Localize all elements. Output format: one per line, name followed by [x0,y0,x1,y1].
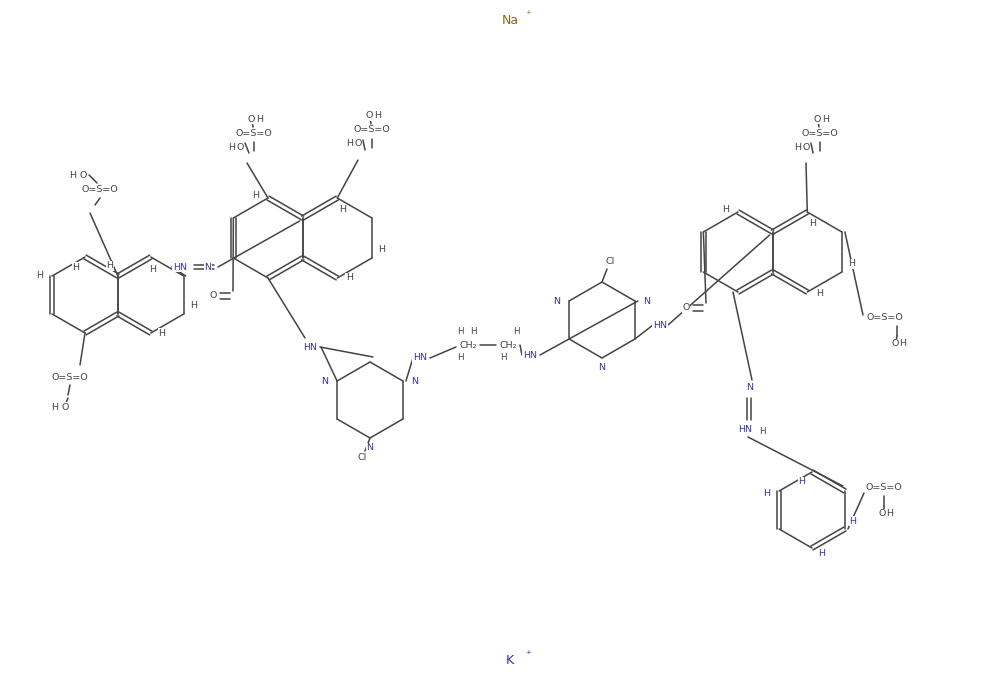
Text: HN: HN [413,353,427,363]
Text: H: H [470,327,476,336]
Text: H: H [759,428,765,436]
Text: N: N [746,383,754,393]
Text: H: H [149,265,156,273]
Text: O: O [354,140,362,149]
Text: H: H [513,327,519,336]
Text: O: O [247,115,255,123]
Text: H: H [72,263,80,271]
Text: H: H [256,115,264,123]
Text: H: H [190,301,197,310]
Text: Cl: Cl [357,454,367,462]
Text: Cl: Cl [605,258,615,267]
Text: H: H [346,273,353,282]
Text: O=S=O: O=S=O [354,125,390,134]
Text: HN: HN [173,263,187,271]
Text: H: H [764,488,771,497]
Text: H: H [37,271,44,280]
Text: O: O [802,143,810,151]
Text: N: N [411,376,418,385]
Text: O: O [813,115,821,123]
Text: H: H [106,261,113,271]
Text: Na: Na [501,14,519,27]
Text: H: H [252,192,260,201]
Text: H: H [849,516,856,526]
Text: H: H [818,548,826,557]
Text: N: N [643,297,650,306]
Text: H: H [339,205,346,215]
Text: H: H [457,327,463,336]
Text: N: N [554,297,561,306]
Text: H: H [822,115,830,123]
Text: H: H [809,220,816,228]
Text: O=S=O: O=S=O [82,186,118,194]
Text: CH₂: CH₂ [499,340,517,349]
Text: O=S=O: O=S=O [866,484,902,492]
Text: H: H [816,289,823,299]
Text: O: O [61,402,69,411]
Text: O=S=O: O=S=O [867,314,903,323]
Text: O=S=O: O=S=O [52,372,88,381]
Text: H: H [722,205,730,213]
Text: O: O [209,291,217,301]
Text: N: N [322,376,329,385]
Text: H: H [70,170,76,179]
Text: CH₂: CH₂ [459,340,477,349]
Text: K: K [506,653,514,666]
Text: N: N [366,443,374,452]
Text: H: H [794,143,802,151]
Text: HN: HN [523,351,537,359]
Text: ⁺: ⁺ [525,10,531,20]
Text: N: N [598,364,606,372]
Text: H: H [374,111,382,121]
Text: H: H [158,329,165,338]
Text: H: H [887,509,894,518]
Text: H: H [347,140,354,149]
Text: O: O [878,509,886,518]
Text: H: H [848,259,855,269]
Text: H: H [378,246,385,254]
Text: N: N [205,263,212,271]
Text: H: H [500,353,506,363]
Text: O: O [79,170,87,179]
Text: ⁺: ⁺ [525,650,531,660]
Text: H: H [798,477,806,486]
Text: O: O [682,303,690,312]
Text: H: H [228,143,236,151]
Text: O=S=O: O=S=O [236,128,272,138]
Text: H: H [52,402,58,411]
Text: H: H [900,340,906,349]
Text: HN: HN [738,426,752,434]
Text: O: O [891,340,899,349]
Text: O: O [236,143,244,151]
Text: HN: HN [303,342,317,351]
Text: O=S=O: O=S=O [802,128,838,138]
Text: O: O [365,111,373,121]
Text: H: H [457,353,463,363]
Text: HN: HN [653,321,667,329]
